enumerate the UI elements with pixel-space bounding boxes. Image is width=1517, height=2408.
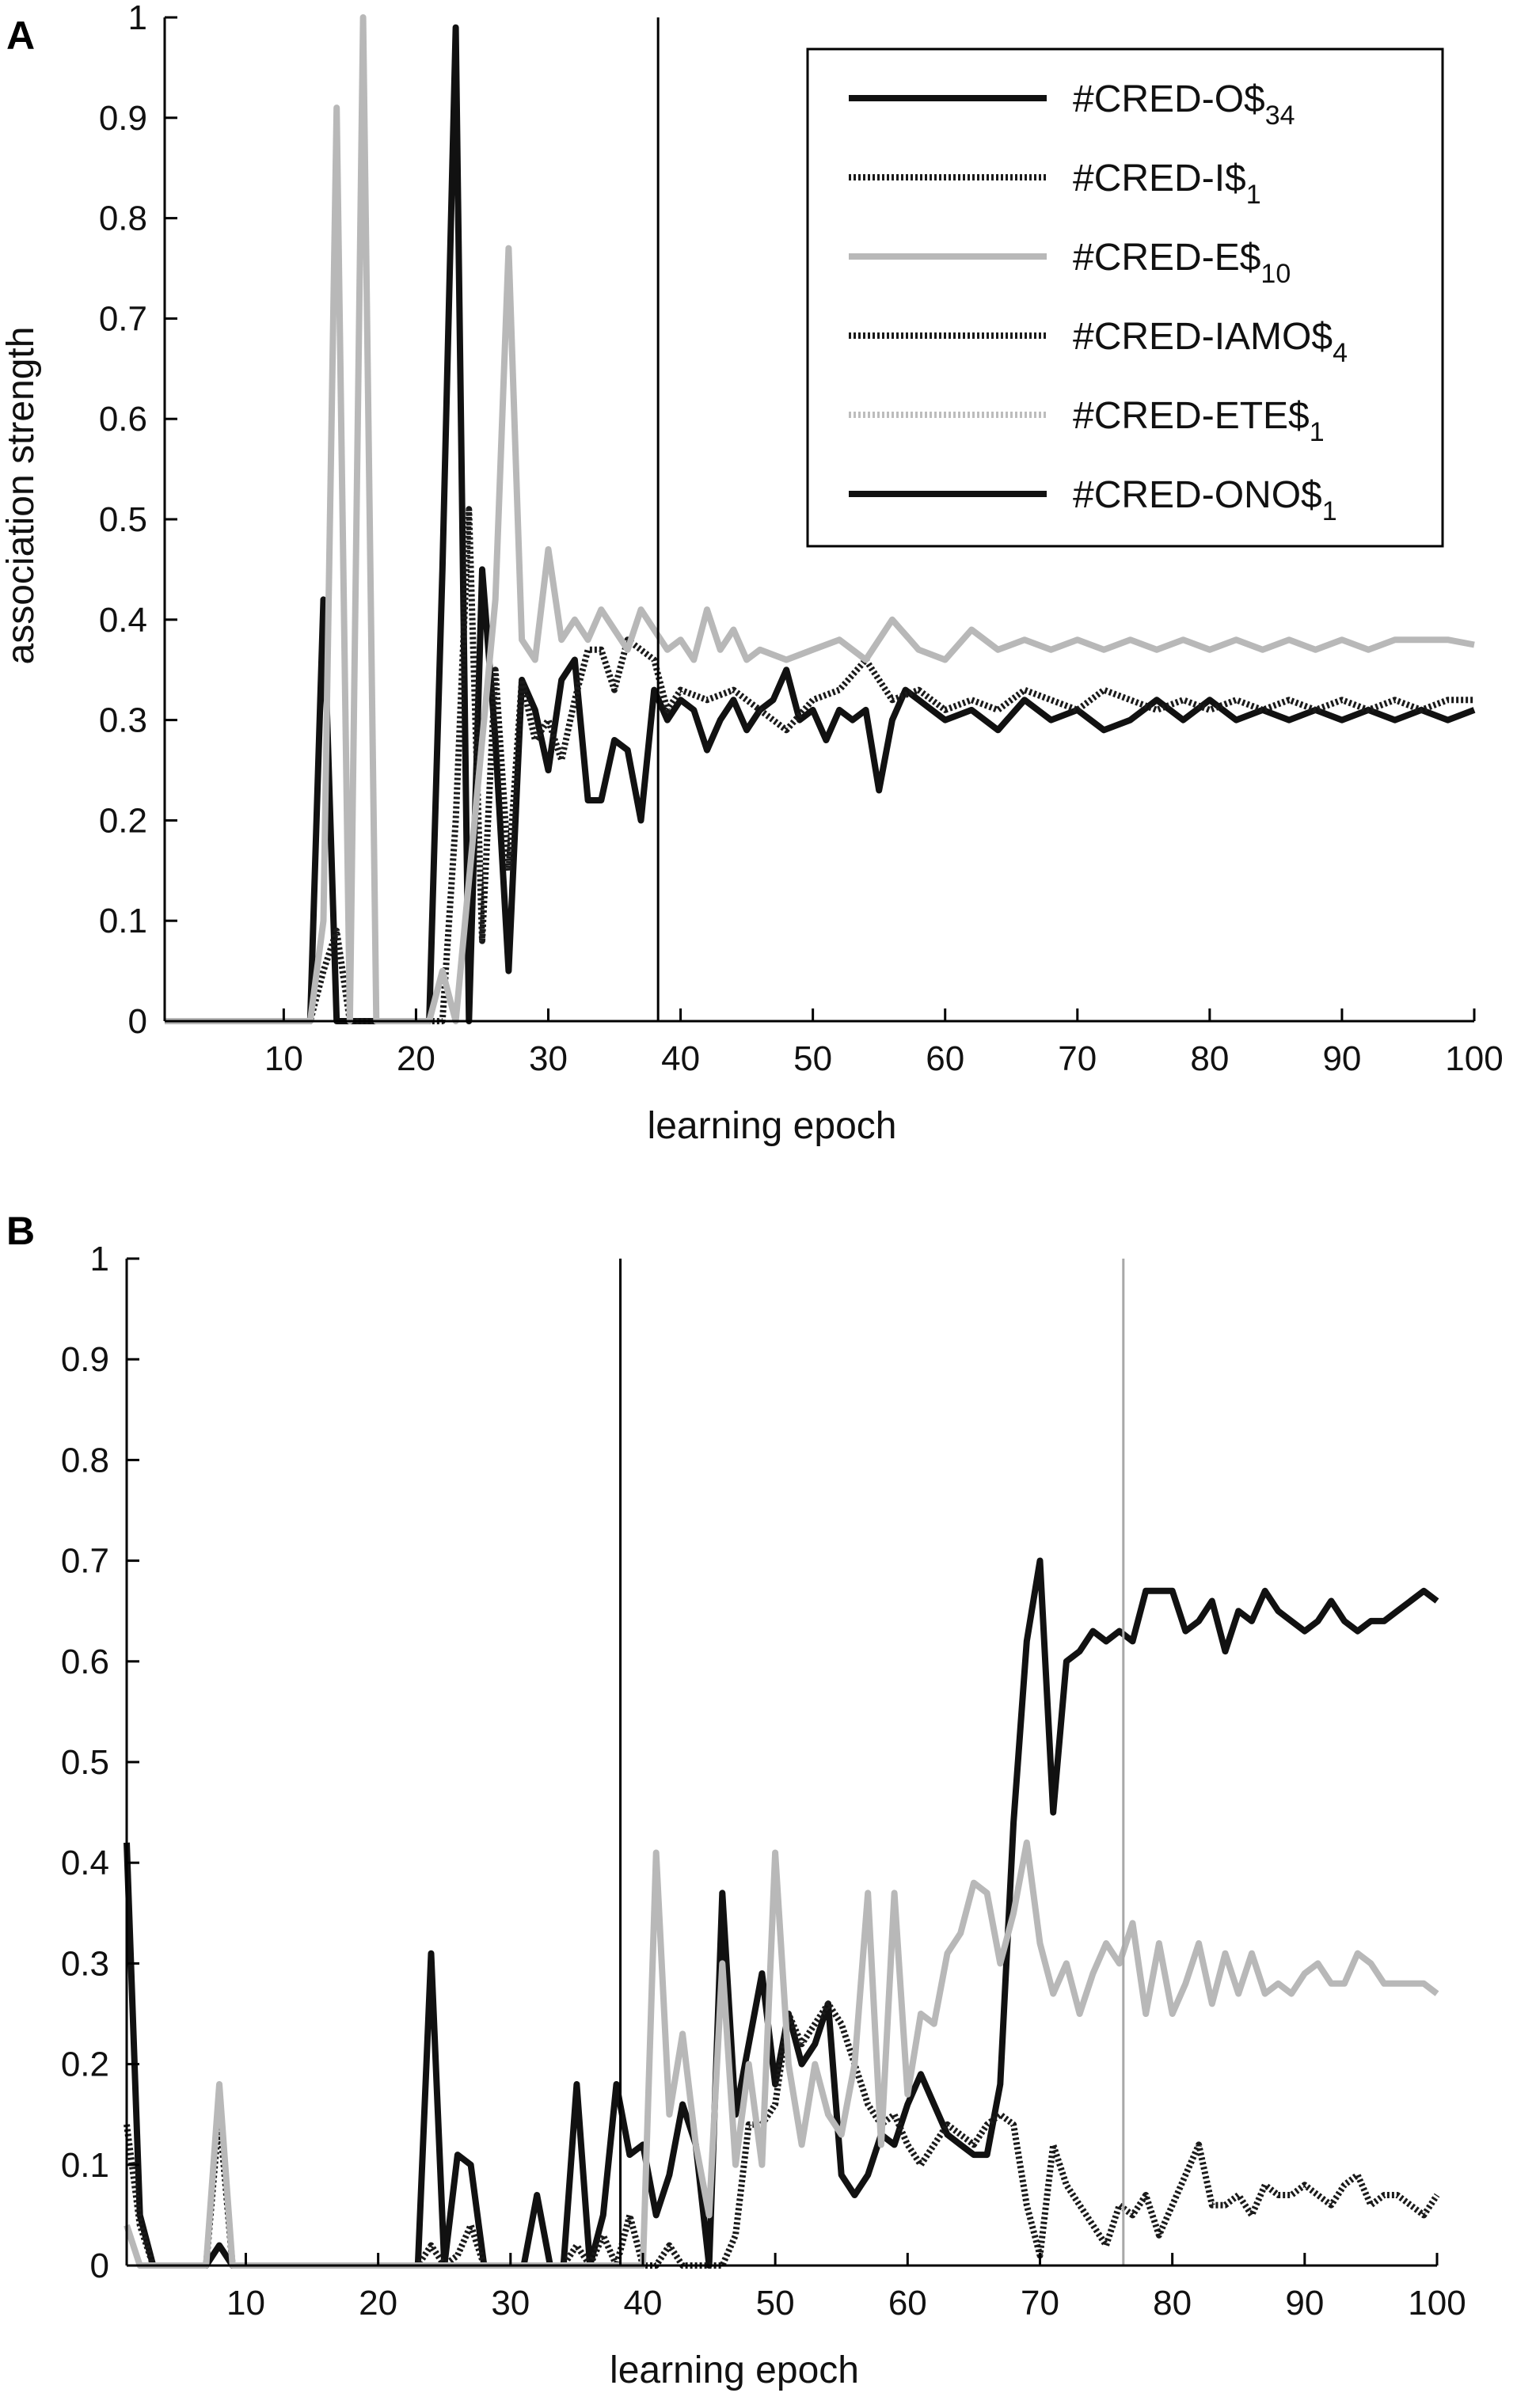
legend-label-iamo: #CRED-IAMO$4 xyxy=(1073,316,1348,368)
series-line-i xyxy=(165,506,1474,1024)
x-tick-label: 70 xyxy=(1021,2284,1059,2323)
panel-label: B xyxy=(6,1209,35,1253)
x-tick-label: 40 xyxy=(623,2284,662,2323)
y-tick-label: 0.6 xyxy=(99,400,147,439)
x-tick-label: 60 xyxy=(888,2284,927,2323)
x-tick-label: 30 xyxy=(491,2284,530,2323)
legend-label-o: #CRED-O$34 xyxy=(1073,78,1295,131)
y-tick-label: 0.3 xyxy=(99,701,147,740)
legend-label-ete: #CRED-ETE$1 xyxy=(1073,395,1325,447)
y-tick-label: 0 xyxy=(128,1002,147,1041)
legend-label-main: #CRED-I$ xyxy=(1073,158,1246,199)
legend-label-ono: #CRED-ONO$1 xyxy=(1073,474,1337,526)
x-tick-label: 40 xyxy=(661,1039,700,1078)
y-tick-label: 0.5 xyxy=(99,500,147,539)
x-tick-label: 90 xyxy=(1285,2284,1324,2323)
x-tick-label: 10 xyxy=(226,2284,265,2323)
y-tick-label: 0.7 xyxy=(99,299,147,338)
legend-label-main: #CRED-O$ xyxy=(1073,78,1265,120)
legend-label-subscript: 10 xyxy=(1260,259,1291,289)
panel-label: A xyxy=(6,13,35,58)
series-group xyxy=(124,1557,1440,2269)
x-axis-label: learning epoch xyxy=(648,1105,897,1147)
y-tick-label: 0.1 xyxy=(99,902,147,940)
legend-label-subscript: 4 xyxy=(1333,338,1348,368)
y-tick-label: 1 xyxy=(90,1240,109,1278)
legend-label-subscript: 1 xyxy=(1310,417,1325,447)
panel-a: A 0 0.1 0.2 0.3 0.4 0.5 0.6 0.7 0.8 0.9 1 10 20 30 40 50… xyxy=(0,0,1504,1147)
y-tick-label: 0.1 xyxy=(61,2146,109,2185)
legend: #CRED-O$34#CRED-I$1#CRED-E$10#CRED-IAMO$… xyxy=(806,47,1444,548)
legend-label-main: #CRED-ONO$ xyxy=(1073,474,1322,516)
x-tick-label: 70 xyxy=(1058,1039,1097,1078)
x-tick-label: 50 xyxy=(793,1039,832,1078)
y-tick-label: 0.2 xyxy=(61,2045,109,2084)
series-line-e xyxy=(165,14,1475,1024)
y-tick-label: 0.2 xyxy=(99,801,147,840)
legend-label-subscript: 1 xyxy=(1322,496,1337,526)
y-tick-label: 0.3 xyxy=(61,1944,109,1983)
series-line-i xyxy=(124,2000,1440,2269)
y-tick-label: 0.5 xyxy=(61,1743,109,1782)
legend-label-i: #CRED-I$1 xyxy=(1073,158,1261,210)
x-tick-label: 30 xyxy=(529,1039,568,1078)
y-axis-label: association strength xyxy=(0,327,42,665)
x-tick-label: 100 xyxy=(1445,1039,1503,1078)
x-tick-label: 50 xyxy=(756,2284,795,2323)
y-tick-label: 0.9 xyxy=(99,99,147,138)
legend-label-main: #CRED-E$ xyxy=(1073,237,1260,279)
series-group xyxy=(165,14,1476,1024)
y-tick-label: 0.8 xyxy=(99,199,147,238)
y-tick-label: 0.6 xyxy=(61,1643,109,1681)
x-tick-label: 60 xyxy=(926,1039,964,1078)
y-tick-label: 0.8 xyxy=(61,1441,109,1479)
legend-label-subscript: 1 xyxy=(1246,180,1261,210)
y-tick-label: 0 xyxy=(90,2247,109,2285)
x-tick-label: 80 xyxy=(1190,1039,1229,1078)
legend-label-subscript: 34 xyxy=(1265,101,1295,131)
legend-label-e: #CRED-E$10 xyxy=(1073,237,1291,289)
series-line-e xyxy=(124,1839,1439,2269)
x-tick-label: 90 xyxy=(1322,1039,1361,1078)
panel-b: B 0 0.1 0.2 0.3 0.4 0.5 0.6 0.7 0.8 0.9 1 10 20 30 40 50… xyxy=(6,1209,1466,2391)
y-tick-label: 0.4 xyxy=(61,1844,109,1882)
x-tick-label: 10 xyxy=(264,1039,303,1078)
y-tick-label: 0.7 xyxy=(61,1542,109,1581)
series-line-o xyxy=(165,24,1476,1024)
x-axis-label: learning epoch xyxy=(610,2349,859,2391)
y-tick-label: 0.4 xyxy=(99,601,147,640)
x-tick-label: 20 xyxy=(397,1039,435,1078)
x-tick-label: 100 xyxy=(1408,2284,1466,2323)
y-tick-label: 0.9 xyxy=(61,1340,109,1379)
x-tick-label: 20 xyxy=(359,2284,397,2323)
legend-box xyxy=(806,47,1444,548)
x-tick-label: 80 xyxy=(1153,2284,1192,2323)
y-tick-label: 1 xyxy=(128,0,147,37)
legend-label-main: #CRED-IAMO$ xyxy=(1073,316,1333,358)
legend-label-main: #CRED-ETE$ xyxy=(1073,395,1310,437)
